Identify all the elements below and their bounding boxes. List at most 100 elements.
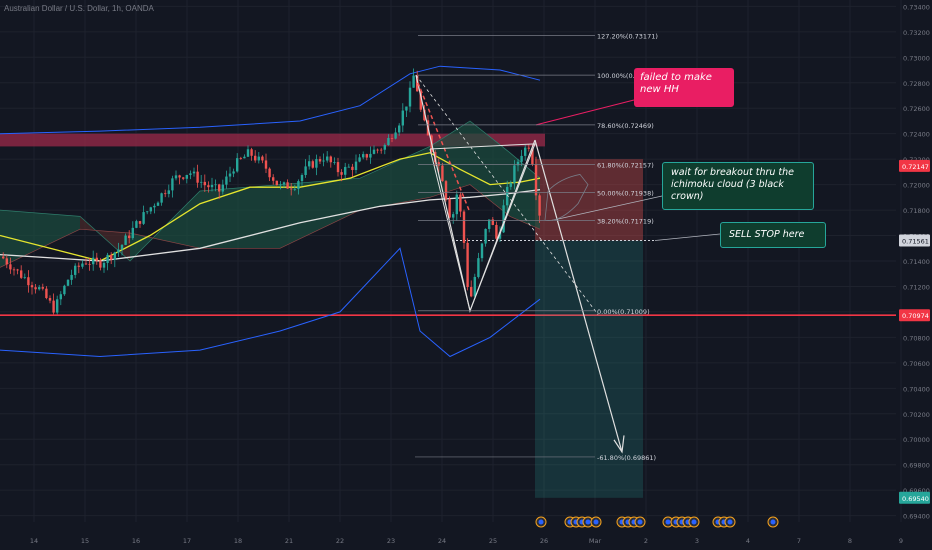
candle-body	[344, 166, 347, 175]
candle-body	[45, 288, 48, 299]
candle-body	[304, 166, 307, 176]
sell-stop-note[interactable]: SELL STOP here	[720, 222, 826, 248]
breakout-note[interactable]: wait for breakout thru the ichimoku clou…	[662, 162, 814, 210]
time-tick-label: 7	[797, 537, 801, 545]
candle-body	[520, 155, 523, 162]
candle-body	[56, 299, 59, 313]
candle-body	[178, 175, 181, 178]
candle-body	[171, 178, 174, 191]
candle-body	[365, 154, 368, 158]
bollinger-lower	[0, 247, 541, 358]
candle-body	[293, 188, 296, 190]
fib-label: 50.00%(0.71938)	[597, 190, 654, 198]
candle-body	[275, 180, 278, 186]
failed-hh-note[interactable]: failed to make new HH	[634, 68, 734, 107]
candle-body	[48, 298, 52, 301]
candle-body	[88, 263, 91, 265]
candle-body	[149, 207, 152, 212]
candle-body	[380, 149, 383, 151]
candle-body	[354, 161, 358, 171]
candle-body	[466, 242, 469, 288]
candle-body	[509, 182, 512, 187]
candle-body	[63, 285, 66, 295]
candle-body	[484, 228, 487, 244]
candle-body	[218, 184, 221, 192]
candle-body	[92, 257, 95, 265]
price-tick-label: 0.72400	[903, 131, 930, 139]
candle-body	[459, 194, 462, 212]
candle-body	[340, 172, 343, 175]
candle-body	[164, 193, 167, 195]
candle-body	[506, 186, 509, 206]
candle-body	[189, 173, 192, 175]
candle-body	[455, 194, 458, 215]
candle-body	[95, 257, 98, 261]
candle-body	[480, 243, 484, 259]
candle-body	[498, 232, 502, 239]
candle-body	[185, 174, 188, 179]
candle-body	[423, 109, 426, 121]
candle-body	[398, 125, 401, 133]
candle-body	[527, 147, 530, 149]
candle-body	[264, 160, 268, 169]
candle-body	[351, 166, 354, 171]
candle-body	[405, 106, 408, 111]
time-tick-label: 3	[695, 537, 699, 545]
candle-body	[16, 269, 19, 271]
candle-body	[254, 155, 257, 161]
price-tick-label: 0.73000	[903, 54, 930, 62]
failed-hh-pointer	[535, 99, 635, 126]
time-tick-label: 8	[848, 537, 852, 545]
cloud-segment	[360, 146, 430, 211]
fib-label: 78.60%(0.72469)	[597, 122, 654, 130]
time-tick-label: 22	[336, 537, 344, 545]
candle-body	[376, 149, 379, 151]
breakout-text: wait for breakout thru the ichimoku clou…	[671, 167, 795, 202]
candle-body	[290, 188, 293, 190]
time-tick-label: 26	[540, 537, 548, 545]
candle-body	[473, 276, 476, 297]
candle-body	[106, 254, 109, 263]
time-tick-label: 21	[285, 537, 293, 545]
cloud-segment	[280, 178, 360, 249]
candle-body	[452, 214, 455, 218]
candle-body	[534, 164, 538, 196]
time-tick-label: 24	[438, 537, 446, 545]
candle-body	[23, 277, 26, 279]
bollinger-bands	[0, 65, 541, 358]
price-tick-label: 0.73200	[903, 29, 930, 37]
time-tick-label: Mar	[589, 537, 602, 545]
candle-body	[38, 287, 41, 290]
failed-hh-text: failed to make new HH	[640, 72, 712, 95]
candle-body	[513, 165, 516, 183]
chart-drawings	[415, 74, 721, 454]
candle-body	[358, 157, 361, 162]
price-tag: 0.70974	[902, 312, 929, 320]
candle-body	[448, 198, 451, 218]
candle-body	[236, 158, 239, 172]
candle-body	[131, 227, 134, 239]
fibonacci-levels: 127.20%(0.73171) 100.00%(0.72860) 78.60%(0…	[415, 33, 658, 462]
projection-shape	[544, 173, 589, 221]
candle-body	[383, 145, 386, 150]
price-tick-label: 0.69600	[903, 487, 930, 495]
time-tick-label: 15	[81, 537, 89, 545]
candle-body	[502, 205, 505, 233]
candle-body	[372, 149, 376, 154]
candle-body	[2, 256, 5, 259]
candle-body	[30, 285, 34, 288]
price-tag: 0.72147	[902, 163, 929, 171]
candle-body	[27, 277, 30, 286]
candle-body	[524, 147, 527, 156]
price-tick-label: 0.70400	[903, 385, 930, 393]
price-tick-label: 0.69800	[903, 462, 930, 470]
time-tick-label: 14	[30, 537, 38, 545]
candle-body	[495, 224, 498, 239]
bollinger-upper	[0, 65, 541, 135]
candle-body	[5, 258, 8, 265]
candle-body	[120, 244, 124, 250]
candle-body	[182, 177, 185, 179]
candle-body	[9, 264, 12, 270]
candle-body	[261, 156, 264, 161]
